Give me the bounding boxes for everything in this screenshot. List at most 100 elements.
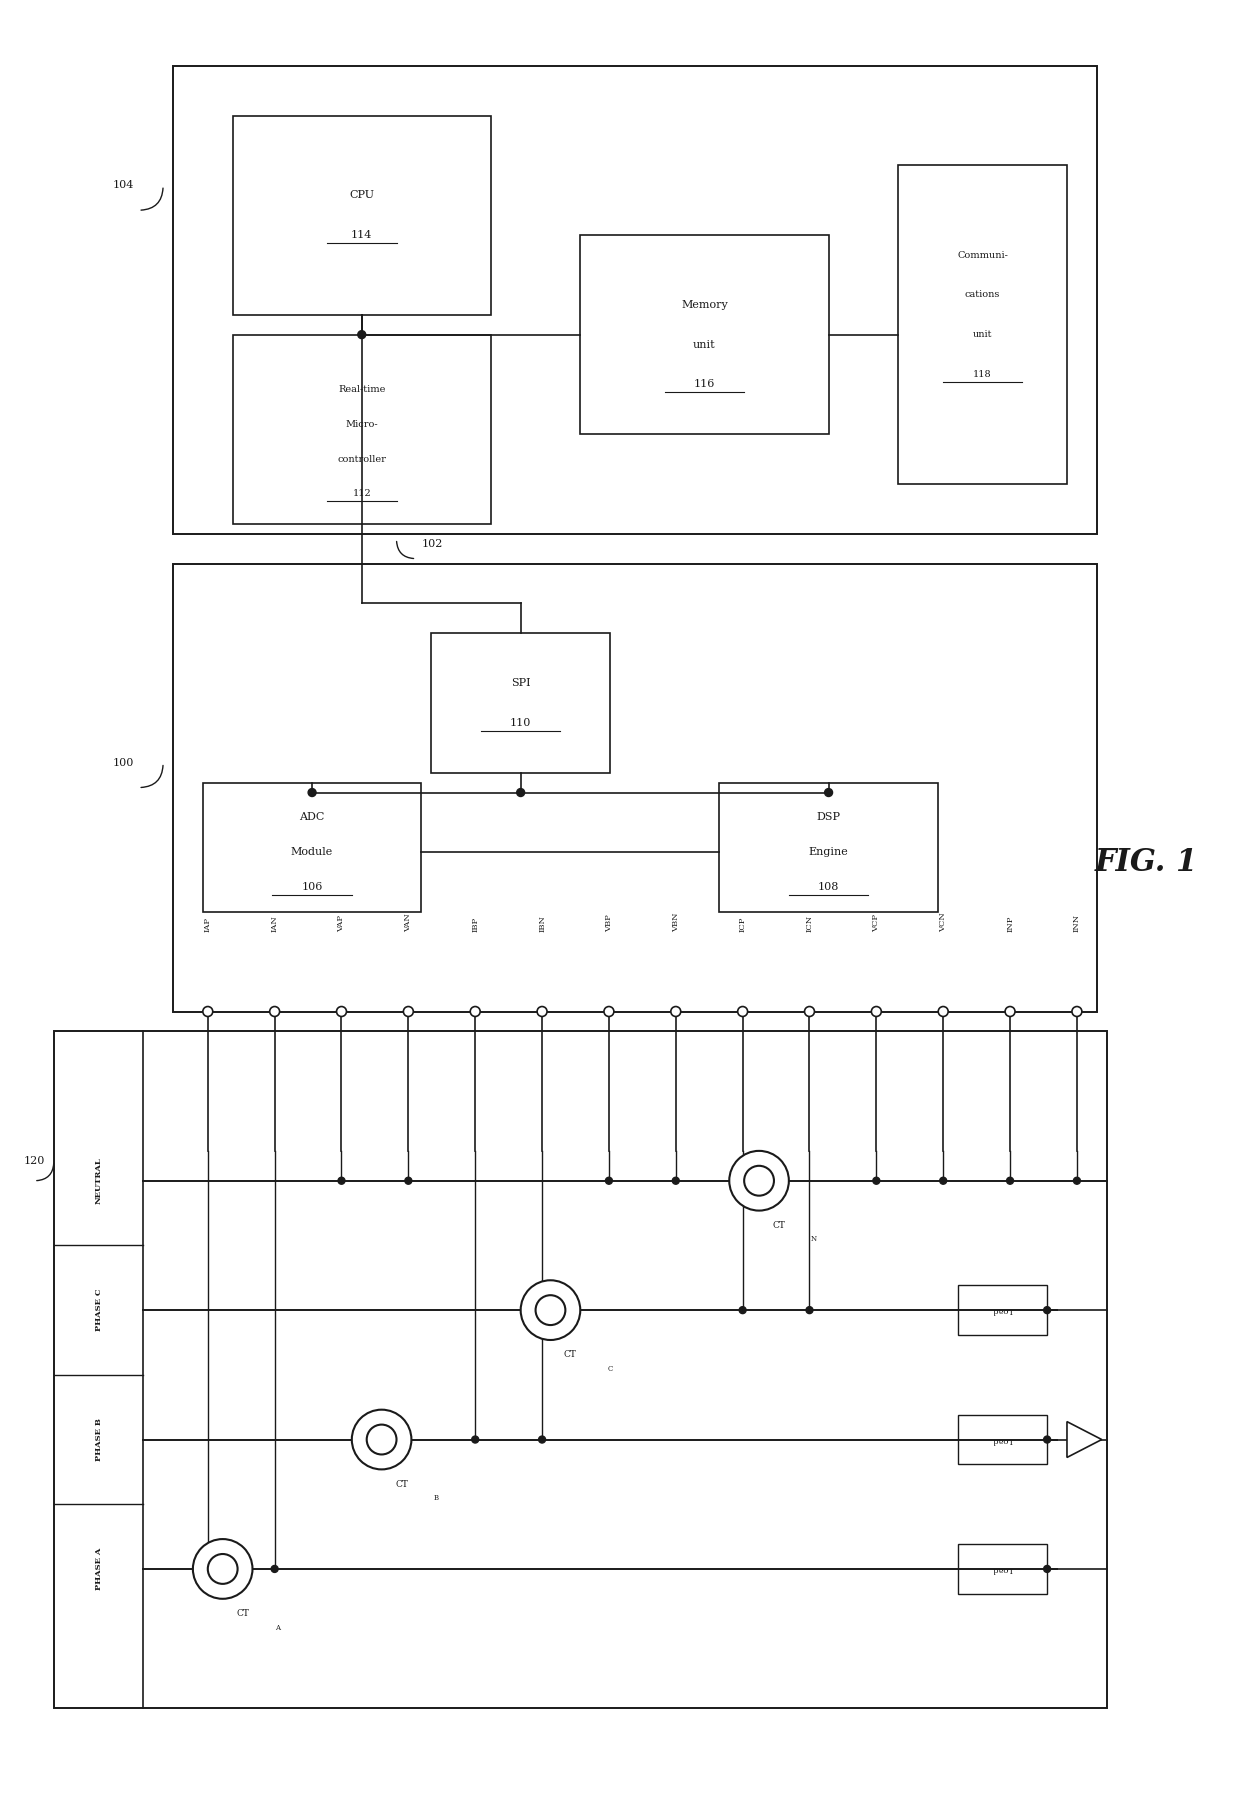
Circle shape: [336, 1006, 346, 1017]
Text: C: C: [608, 1364, 613, 1373]
Text: Engine: Engine: [808, 848, 848, 857]
Circle shape: [205, 1566, 211, 1573]
Circle shape: [405, 1178, 412, 1185]
Text: VBN: VBN: [672, 913, 680, 931]
Text: CPU: CPU: [350, 190, 374, 201]
Bar: [233, 335, 491, 524]
Circle shape: [521, 1281, 580, 1341]
Circle shape: [1007, 1178, 1013, 1185]
Text: PHASE A: PHASE A: [94, 1547, 103, 1591]
Text: CT: CT: [236, 1609, 249, 1618]
Bar: [233, 116, 491, 315]
Circle shape: [538, 1437, 546, 1442]
Text: 100: 100: [113, 757, 134, 768]
Text: VCP: VCP: [873, 913, 880, 931]
Circle shape: [604, 1006, 614, 1017]
Text: PHASE B: PHASE B: [94, 1419, 103, 1460]
Circle shape: [517, 788, 525, 797]
Circle shape: [755, 1176, 763, 1185]
Circle shape: [193, 1538, 253, 1598]
Text: NEUTRAL: NEUTRAL: [94, 1158, 103, 1205]
Text: 104: 104: [113, 181, 134, 190]
Circle shape: [203, 1006, 213, 1017]
Text: unit: unit: [693, 339, 715, 350]
Text: 118: 118: [973, 370, 992, 379]
Text: 108: 108: [818, 882, 839, 892]
Circle shape: [671, 1006, 681, 1017]
Text: B: B: [434, 1495, 439, 1502]
Circle shape: [605, 1178, 613, 1185]
Text: ICN: ICN: [806, 915, 813, 931]
Text: 106: 106: [301, 882, 322, 892]
Text: unit: unit: [973, 330, 992, 339]
Text: controller: controller: [337, 455, 386, 464]
Circle shape: [1044, 1437, 1050, 1442]
Text: cations: cations: [965, 290, 1001, 299]
Text: 114: 114: [351, 230, 372, 241]
Text: VAN: VAN: [404, 913, 413, 931]
Circle shape: [536, 1296, 565, 1325]
Bar: [719, 783, 937, 911]
Text: Memory: Memory: [681, 299, 728, 310]
Circle shape: [729, 1151, 789, 1210]
Bar: [580, 236, 828, 435]
Circle shape: [872, 1006, 882, 1017]
Text: ICP: ICP: [739, 917, 746, 931]
Polygon shape: [1066, 1422, 1102, 1457]
Text: 120: 120: [24, 1156, 45, 1165]
Circle shape: [805, 1006, 815, 1017]
Bar: [53, 1031, 1107, 1709]
Circle shape: [471, 1437, 479, 1442]
Text: VCN: VCN: [939, 911, 947, 931]
Circle shape: [825, 788, 832, 797]
Text: Communi-: Communi-: [957, 250, 1008, 259]
Text: Real-time: Real-time: [339, 384, 386, 393]
Text: IBP: IBP: [471, 917, 479, 931]
Text: DSP: DSP: [817, 812, 841, 823]
Text: IAN: IAN: [270, 915, 279, 931]
Circle shape: [1006, 1006, 1016, 1017]
Text: CT: CT: [396, 1480, 408, 1489]
Text: IAP: IAP: [203, 917, 212, 931]
Bar: [174, 564, 1096, 1011]
Text: 110: 110: [510, 718, 532, 728]
Text: INP: INP: [1006, 915, 1014, 931]
Bar: [957, 1415, 1047, 1464]
Circle shape: [352, 1410, 412, 1470]
Text: 116: 116: [693, 379, 715, 390]
Bar: [174, 65, 1096, 535]
Circle shape: [1074, 1178, 1080, 1185]
Text: N: N: [811, 1236, 817, 1243]
Text: Module: Module: [291, 848, 334, 857]
Bar: [203, 783, 422, 911]
Bar: [957, 1285, 1047, 1335]
Text: VBP: VBP: [605, 913, 613, 931]
Circle shape: [269, 1006, 279, 1017]
Circle shape: [339, 1178, 345, 1185]
Circle shape: [403, 1006, 413, 1017]
Text: Load: Load: [992, 1566, 1013, 1573]
Text: 112: 112: [352, 489, 371, 498]
Circle shape: [208, 1555, 238, 1584]
Circle shape: [940, 1178, 946, 1185]
Circle shape: [470, 1006, 480, 1017]
Circle shape: [738, 1006, 748, 1017]
Text: ADC: ADC: [299, 812, 325, 823]
Text: 102: 102: [422, 538, 443, 549]
Circle shape: [873, 1178, 880, 1185]
Text: CT: CT: [564, 1350, 577, 1359]
Text: Load: Load: [992, 1306, 1013, 1314]
Circle shape: [272, 1566, 278, 1573]
Text: IBN: IBN: [538, 915, 546, 931]
Text: Load: Load: [992, 1435, 1013, 1444]
Text: VAP: VAP: [337, 915, 346, 931]
Circle shape: [537, 1006, 547, 1017]
Bar: [898, 165, 1066, 484]
Circle shape: [218, 1566, 227, 1573]
Text: PHASE C: PHASE C: [94, 1288, 103, 1332]
Text: CT: CT: [773, 1221, 785, 1230]
Text: FIG. 1: FIG. 1: [1095, 846, 1198, 877]
Circle shape: [1044, 1566, 1050, 1573]
Text: A: A: [275, 1624, 280, 1631]
Circle shape: [367, 1424, 397, 1455]
